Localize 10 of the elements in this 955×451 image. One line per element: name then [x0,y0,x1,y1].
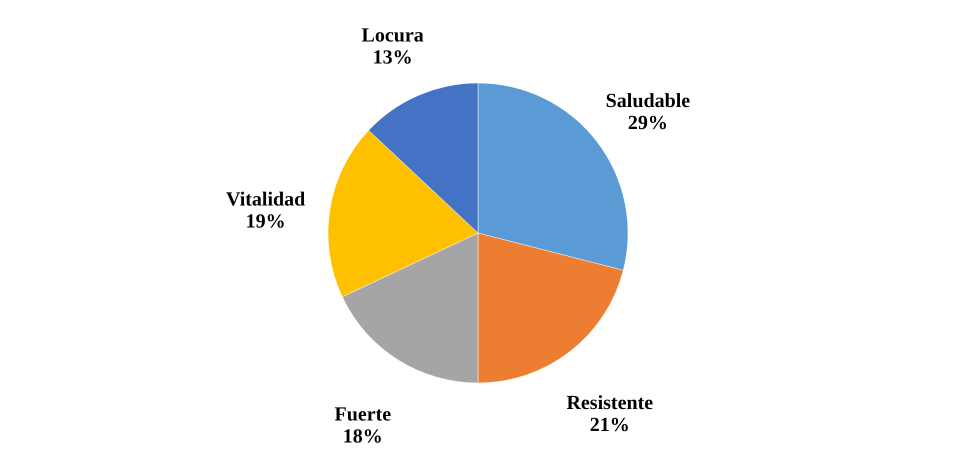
slice-label: Saludable [606,90,690,112]
slice-label: Fuerte [334,404,392,426]
slice-label: Locura [362,24,424,47]
data-label: 13% [372,46,413,69]
data-label: 21% [590,414,630,436]
slice-label: Vitalidad [226,188,306,210]
data-label: 29% [628,112,668,134]
data-label: 18% [342,426,383,448]
data-label: 19% [246,210,286,232]
slice-label: Resistente [566,392,654,414]
